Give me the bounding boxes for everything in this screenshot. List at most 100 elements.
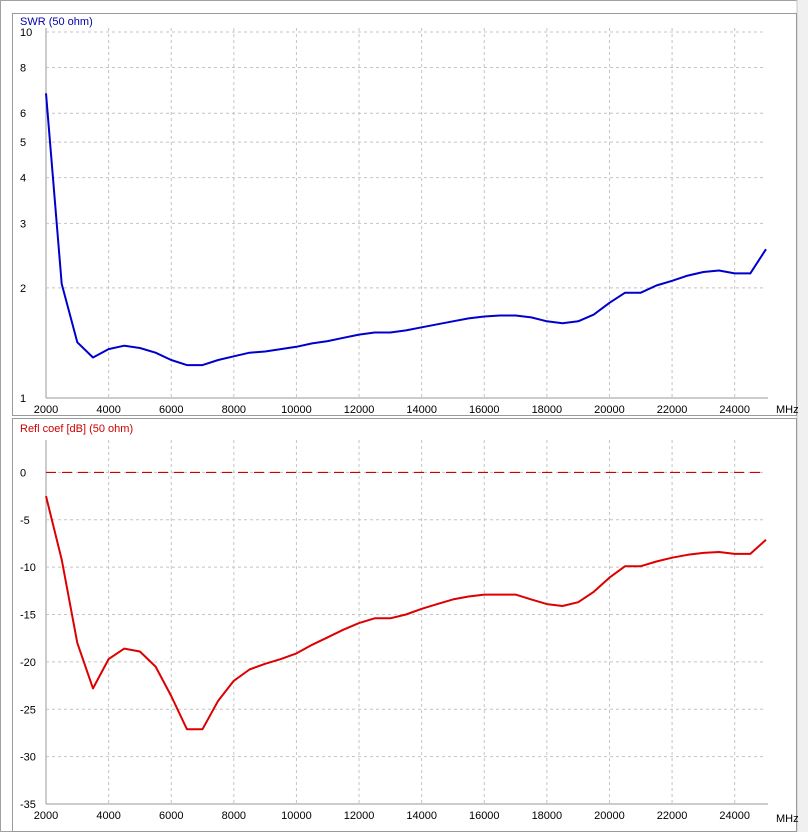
swr-x-tick-label: 16000 xyxy=(469,404,500,416)
refl-data-point xyxy=(61,559,63,561)
refl-data-point xyxy=(483,594,485,596)
swr-data-point xyxy=(687,275,689,277)
refl-y-tick-label: -35 xyxy=(20,799,36,811)
refl-data-point xyxy=(155,666,157,668)
swr-data-point xyxy=(327,340,329,342)
swr-y-tick-label: 1 xyxy=(20,393,26,405)
swr-data-point xyxy=(123,345,125,347)
refl-data-point xyxy=(358,622,360,624)
swr-y-tick-label: 2 xyxy=(20,283,26,295)
refl-y-tick-label: -25 xyxy=(20,704,36,716)
refl-x-tick-label: 18000 xyxy=(532,810,563,822)
refl-data-point xyxy=(468,596,470,598)
refl-x-tick-label: 8000 xyxy=(222,810,246,822)
swr-series-line xyxy=(45,93,767,367)
swr-y-tick-label: 4 xyxy=(20,173,26,185)
swr-data-point xyxy=(718,270,720,272)
refl-y-tick-label: -10 xyxy=(20,562,36,574)
refl-data-point xyxy=(655,561,657,563)
swr-x-tick-label: 18000 xyxy=(532,404,563,416)
refl-data-point xyxy=(499,594,501,596)
swr-data-point xyxy=(702,271,704,273)
refl-data-point xyxy=(123,648,125,650)
swr-x-axis: 2000 4000 6000 8000 10000 12000 14000 16000 1800… xyxy=(34,404,750,416)
swr-data-point xyxy=(593,314,595,316)
swr-x-tick-label: 2000 xyxy=(34,404,58,416)
refl-data-point xyxy=(389,617,391,619)
refl-data-point xyxy=(233,680,235,682)
refl-x-tick-label: 22000 xyxy=(657,810,688,822)
refl-data-point xyxy=(45,495,47,497)
swr-data-point xyxy=(499,315,501,317)
swr-data-point xyxy=(45,92,47,94)
swr-y-tick-label: 5 xyxy=(20,137,26,149)
swr-data-point xyxy=(405,329,407,331)
refl-data-point xyxy=(202,728,204,730)
refl-coef-panel: Refl coef [dB] (50 ohm) 0 -5 -10 -15 -20 -25 -… xyxy=(12,418,799,832)
refl-data-point xyxy=(374,617,376,619)
refl-series xyxy=(45,495,767,731)
swr-y-tick-label: 10 xyxy=(20,27,32,39)
refl-chart-title: Refl coef [dB] (50 ohm) xyxy=(20,423,133,435)
swr-y-tick-label: 6 xyxy=(20,108,26,120)
refl-panel-frame xyxy=(12,418,797,832)
swr-data-point xyxy=(186,364,188,366)
swr-data-point xyxy=(577,320,579,322)
swr-data-point xyxy=(640,292,642,294)
refl-data-point xyxy=(609,577,611,579)
refl-data-point xyxy=(76,642,78,644)
refl-x-tick-label: 10000 xyxy=(281,810,312,822)
swr-data-point xyxy=(609,302,611,304)
swr-data-point xyxy=(765,248,767,250)
refl-data-point xyxy=(139,651,141,653)
refl-data-point xyxy=(687,554,689,556)
swr-data-point xyxy=(280,348,282,350)
refl-data-point xyxy=(530,598,532,600)
refl-data-point xyxy=(170,695,172,697)
refl-y-tick-label: 0 xyxy=(20,467,26,479)
swr-data-point xyxy=(249,352,251,354)
swr-data-point xyxy=(421,326,423,328)
swr-data-point xyxy=(342,337,344,339)
swr-data-point xyxy=(468,317,470,319)
swr-data-point xyxy=(515,315,517,317)
swr-data-point xyxy=(108,348,110,350)
swr-y-axis: 1 2 3 4 5 6 8 10 xyxy=(20,27,32,405)
swr-data-point xyxy=(311,342,313,344)
swr-data-point xyxy=(546,320,548,322)
swr-data-point xyxy=(734,272,736,274)
swr-y-tick-label: 3 xyxy=(20,218,26,230)
refl-y-tick-label: -15 xyxy=(20,610,36,622)
swr-x-tick-label: 20000 xyxy=(594,404,625,416)
swr-data-point xyxy=(61,283,63,285)
swr-data-point xyxy=(749,272,751,274)
swr-chart-title: SWR (50 ohm) xyxy=(20,16,93,28)
swr-data-point xyxy=(374,332,376,334)
refl-x-axis: 2000 4000 6000 8000 10000 12000 14000 16000 1800… xyxy=(34,810,750,822)
refl-data-point xyxy=(671,557,673,559)
swr-x-tick-label: 10000 xyxy=(281,404,312,416)
refl-data-point xyxy=(264,663,266,665)
refl-x-tick-label: 20000 xyxy=(594,810,625,822)
refl-x-tick-label: 12000 xyxy=(344,810,375,822)
swr-panel-frame xyxy=(12,13,797,416)
swr-x-tick-label: 14000 xyxy=(406,404,437,416)
swr-x-tick-label: 8000 xyxy=(222,404,246,416)
refl-data-point xyxy=(562,605,564,607)
refl-data-point xyxy=(311,644,313,646)
refl-data-point xyxy=(624,565,626,567)
refl-x-tick-label: 6000 xyxy=(159,810,183,822)
swr-data-point xyxy=(483,316,485,318)
refl-y-tick-label: -20 xyxy=(20,657,36,669)
refl-y-axis: 0 -5 -10 -15 -20 -25 -30 -35 xyxy=(20,467,36,811)
swr-x-unit-label: MHz xyxy=(776,404,799,416)
refl-y-tick-label: -30 xyxy=(20,752,36,764)
swr-data-point xyxy=(452,320,454,322)
refl-data-point xyxy=(436,603,438,605)
swr-data-point xyxy=(624,292,626,294)
swr-data-point xyxy=(139,347,141,349)
refl-data-point xyxy=(421,608,423,610)
refl-data-point xyxy=(640,565,642,567)
refl-y-tick-label: -5 xyxy=(20,515,30,527)
